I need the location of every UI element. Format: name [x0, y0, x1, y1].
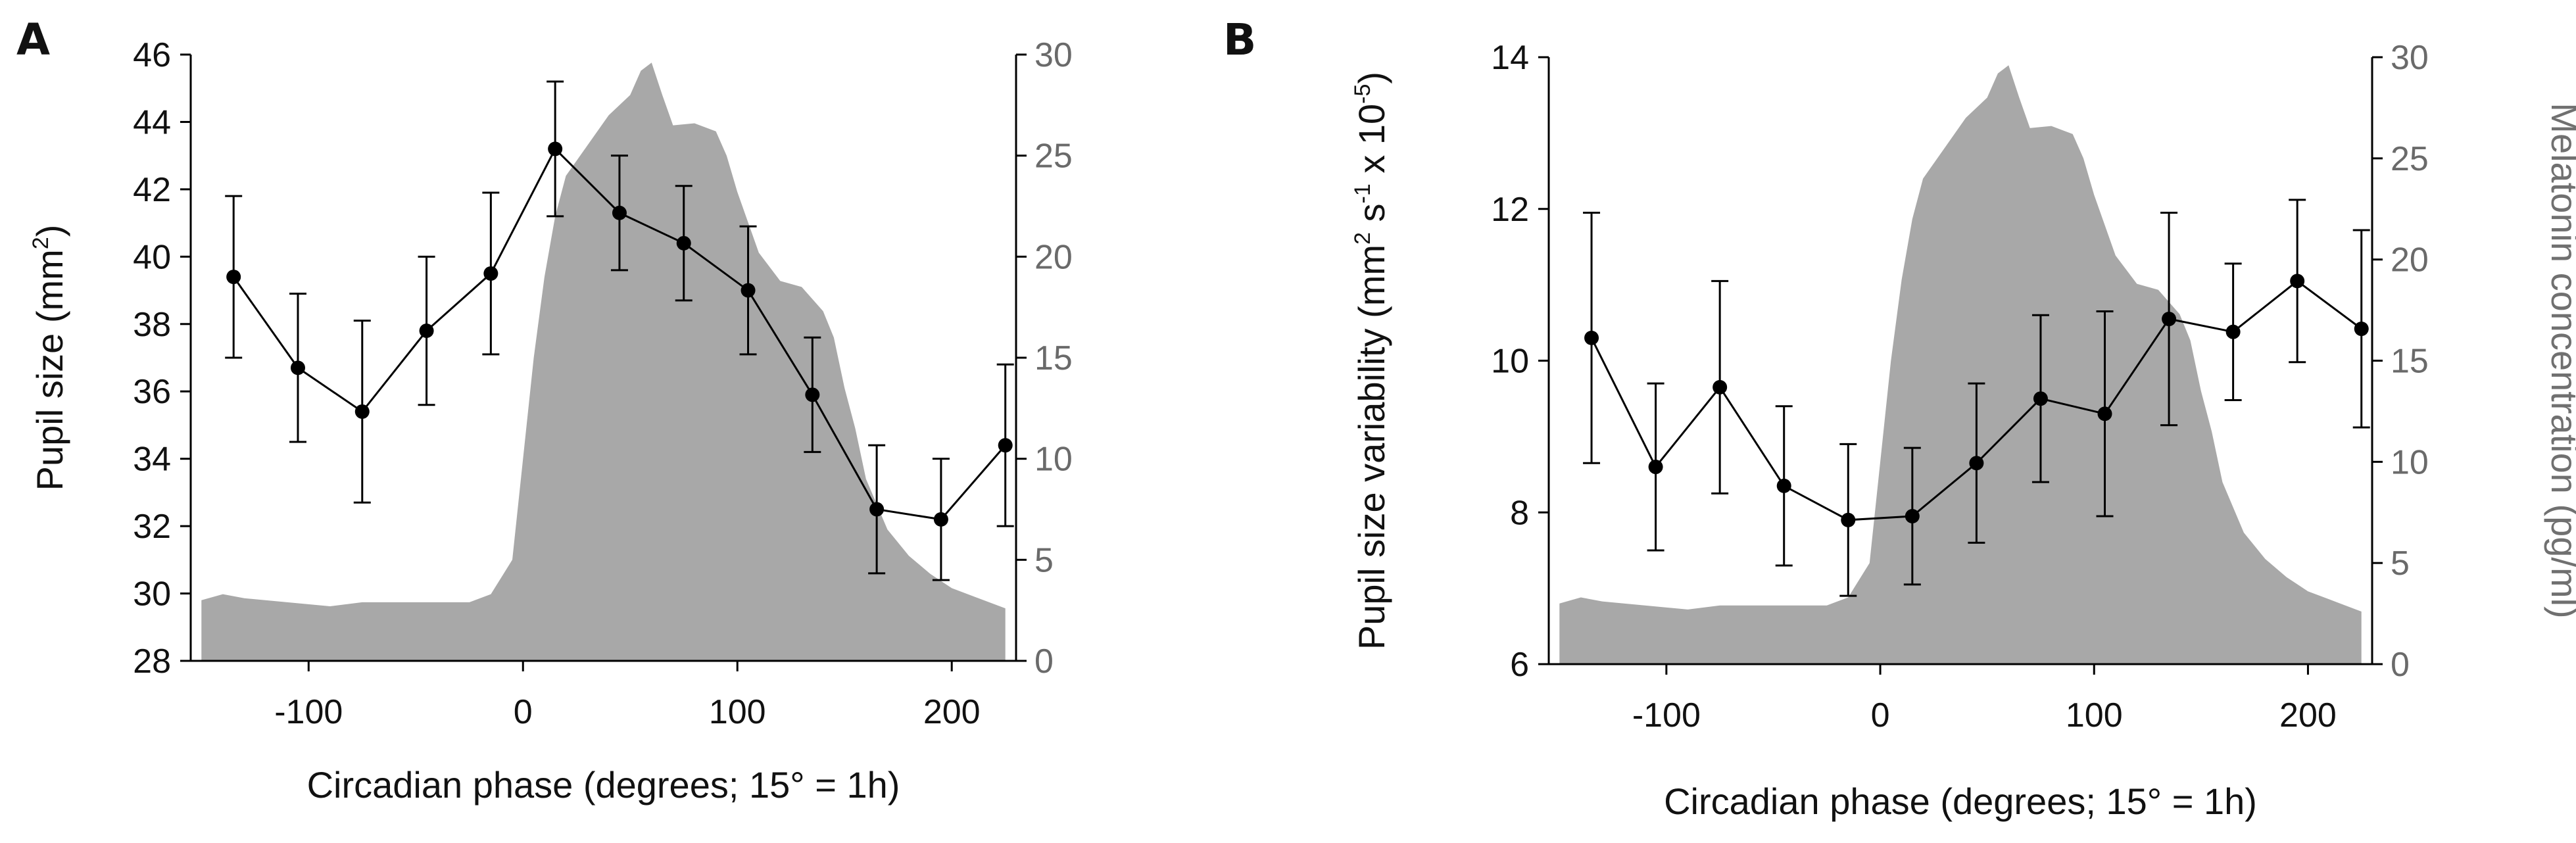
y-tick-label: 12: [1491, 191, 1529, 229]
y-tick-label: 42: [133, 171, 171, 209]
x-axis-label: Circadian phase (degrees; 15° = 1h): [1664, 781, 2257, 822]
y-tick-label: 30: [133, 575, 171, 614]
x-tick-label: 100: [2066, 696, 2123, 735]
x-tick-label: 0: [514, 693, 533, 731]
melatonin-area: [1559, 65, 2362, 665]
x-axis-label: Circadian phase (degrees; 15° = 1h): [307, 764, 900, 806]
y-axis-label-part: -5: [1350, 84, 1375, 104]
data-point: [933, 512, 948, 527]
y2-tick-label: 30: [1034, 36, 1073, 74]
data-point: [226, 270, 241, 285]
data-point: [2033, 391, 2048, 406]
y-tick-label: 8: [1510, 494, 1529, 532]
x-tick-label: -100: [274, 693, 343, 731]
y-tick-label: 6: [1510, 646, 1529, 684]
chart-panel-b: B 6 8 10 12 14 0 5 10 15 20 25 30 -100 0 100 200 Circadia…: [1223, 14, 2576, 822]
data-point: [1841, 512, 1856, 527]
y2-axis-label: Melatonin concentration (pg/ml): [2544, 103, 2576, 618]
data-point: [998, 438, 1013, 453]
panel-letter: A: [16, 14, 50, 65]
y2-tick-label: 15: [2391, 343, 2429, 381]
y2-tick-label: 25: [2391, 140, 2429, 178]
y-axis-label-part: s: [1351, 203, 1392, 232]
x-tick-label: 200: [2279, 696, 2337, 735]
x-tick-label: 200: [923, 693, 981, 731]
y-tick-label: 40: [133, 238, 171, 276]
y-axis-label: Pupil size variability (mm2 s-1 x 10-5): [1350, 72, 1392, 650]
data-point: [2225, 324, 2241, 339]
y2-tick-label: 10: [2391, 443, 2429, 481]
y2-tick-label: 10: [1034, 441, 1073, 479]
y2-tick-label: 0: [2391, 646, 2410, 684]
y-tick-label: 32: [133, 508, 171, 546]
y-axis-label-part: Pupil size (mm: [29, 249, 70, 491]
y2-tick-label: 5: [1034, 541, 1054, 579]
data-point: [1713, 379, 1728, 395]
y-axis-label-part: ): [29, 225, 70, 237]
panel-letter: B: [1223, 14, 1256, 65]
data-point: [676, 235, 691, 251]
y-tick-label: 44: [133, 103, 171, 141]
data-point: [1648, 460, 1663, 475]
data-point: [483, 266, 498, 281]
x-tick-label: 100: [709, 693, 766, 731]
data-point: [612, 205, 627, 220]
y-tick-label: 34: [133, 441, 171, 479]
y2-tick-label: 25: [1034, 137, 1073, 176]
y-axis-label-part: 2: [1350, 232, 1375, 245]
data-point: [2162, 312, 2177, 327]
data-point: [2097, 406, 2112, 422]
y-axis-label-part: 2: [28, 237, 53, 249]
data-point: [1905, 509, 1920, 524]
y-tick-label: 38: [133, 306, 171, 344]
y2-tick-label: 5: [2391, 544, 2410, 583]
data-point: [2290, 274, 2305, 289]
data-point: [1776, 478, 1791, 493]
y2-tick-label: 0: [1034, 642, 1054, 681]
y-tick-label: 10: [1491, 343, 1529, 381]
data-point: [805, 387, 820, 402]
x-tick-label: -100: [1632, 696, 1701, 735]
y-axis-label-part: ): [1351, 72, 1392, 84]
y-axis-label-part: Pupil size variability (mm: [1351, 245, 1392, 650]
data-point: [869, 502, 885, 517]
y2-tick-label: 20: [1034, 238, 1073, 276]
x-tick-label: 0: [1871, 696, 1890, 735]
chart-panel-a: A 28 30 32 34 36 38 40 42 44 46 0 5 10 15 20 25 30 -100 0 10…: [16, 14, 1073, 806]
y-tick-label: 46: [133, 36, 171, 74]
y2-tick-label: 15: [1034, 339, 1073, 377]
y2-tick-label: 20: [2391, 241, 2429, 279]
y-tick-label: 36: [133, 373, 171, 411]
melatonin-area: [201, 62, 1006, 662]
y-axis-label-part: -1: [1350, 183, 1375, 203]
data-point: [1969, 456, 1984, 471]
y-axis-label-part: x 10: [1351, 104, 1392, 183]
y-tick-label: 28: [133, 642, 171, 681]
data-point: [2354, 322, 2369, 337]
y-tick-label: 14: [1491, 39, 1529, 77]
y2-tick-label: 30: [2391, 39, 2429, 77]
data-point: [290, 360, 305, 375]
y-axis-label: Pupil size (mm2): [28, 225, 70, 491]
data-point: [548, 141, 563, 157]
data-point: [741, 283, 756, 298]
data-point: [354, 404, 370, 419]
data-point: [1584, 330, 1599, 345]
data-point: [419, 324, 434, 339]
